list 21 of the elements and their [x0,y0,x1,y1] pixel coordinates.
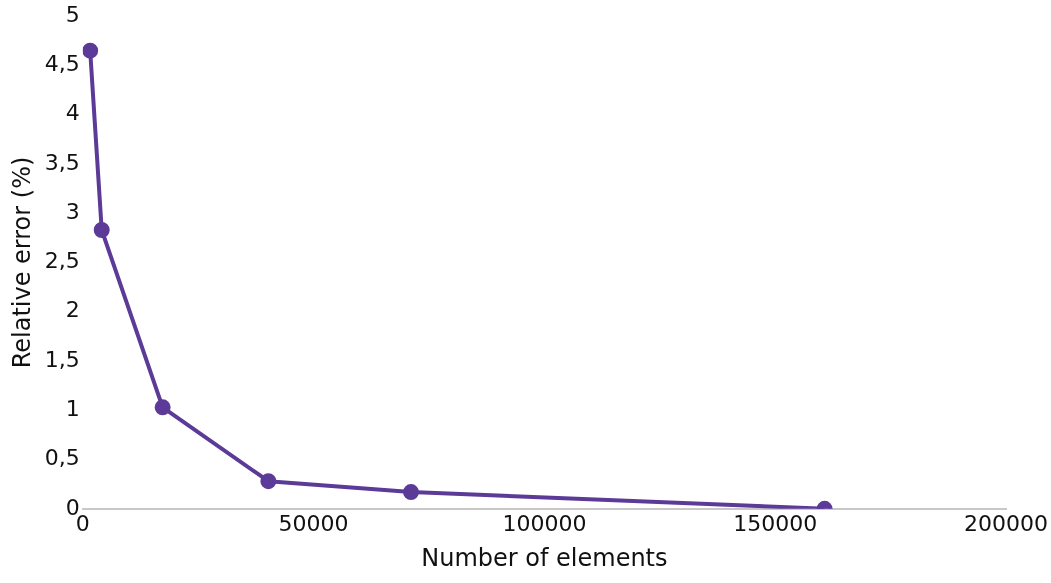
y-tick-label: 5 [65,1,80,27]
point [402,484,419,501]
y-tick-label: 3 [65,198,80,224]
y-tick-label: 4 [65,100,80,126]
x-tick-label: 200000 [964,510,1048,536]
y-tick-label: 3,5 [44,149,80,175]
y-tick-label: 1 [65,396,80,421]
point [260,473,277,490]
y-tick-label: 4,5 [44,51,80,77]
x-axis-title: Number of elements [421,543,668,572]
y-tick-label: 1,5 [44,346,80,372]
point [93,221,110,238]
x-tick-label: 50000 [278,510,349,536]
y-axis-title: Relative error (%) [7,156,36,369]
x-tick-label: 150000 [733,510,818,536]
y-tick-label: 0,5 [44,445,80,471]
y-tick-label: 2,5 [44,248,80,274]
point [82,42,99,59]
x-tick-label: 100000 [502,510,587,536]
point [154,399,171,416]
y-tick-label: 2 [65,297,80,323]
